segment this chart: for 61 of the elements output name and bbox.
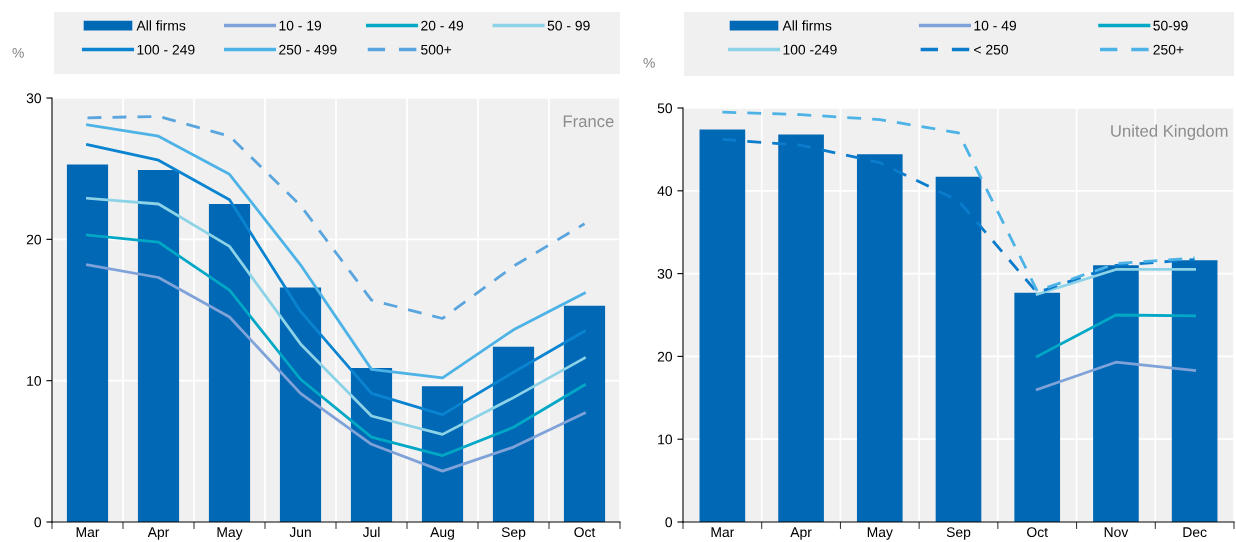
x-tick-label: Oct [1027,527,1048,538]
y-tick-label: 20 [26,234,42,245]
x-tick-label: May [217,527,243,540]
annotation: United Kingdom [1111,124,1228,141]
legend-label: 20 - 49 [421,20,464,31]
legend-label: 100 -249 [783,44,837,55]
bar [137,170,180,522]
bar [208,204,251,522]
line-series [86,233,586,457]
x-tick-label: Apr [790,527,812,540]
annotation: France [563,115,614,128]
x-tick-label: Mar [76,527,100,538]
bar [563,305,606,522]
bar [1171,260,1218,522]
line-series [86,263,586,473]
x-tick-label: Aug [430,527,454,540]
legend-label: 10 - 49 [974,20,1017,31]
legend-label: 100 - 249 [137,44,195,55]
legend-label: < 250 [974,44,1009,55]
legend-label: 50 - 99 [547,20,590,31]
line-series [720,138,1197,295]
legend-label: 500+ [421,44,452,55]
bar [492,346,535,522]
y-axis-title: % [12,47,24,58]
bar [778,134,824,522]
y-tick-label: 40 [657,186,673,196]
legend-label: 50-99 [1153,20,1188,31]
x-tick-label: Sep [946,527,971,540]
bar [1014,292,1061,522]
bar [699,129,746,522]
bar [856,154,903,522]
x-tick-label: May [867,527,893,540]
line-series [86,143,586,416]
y-tick-label: 10 [658,434,673,445]
y-tick-label: 20 [657,351,673,362]
x-tick-label: Apr [147,527,170,540]
y-tick-label: 0 [34,517,42,528]
legend-label: 250 - 499 [279,44,337,55]
x-tick-label: Oct [574,527,596,538]
y-tick-label: 30 [657,268,673,279]
y-tick-label: 10 [27,376,42,386]
line-series [86,196,586,436]
legend-label: 10 - 19 [279,20,322,31]
x-tick-label: Dec [1183,527,1207,538]
legend-label: All firms [782,20,832,31]
legend-label: 250+ [1153,44,1184,55]
x-tick-label: Mar [711,527,735,538]
bar [421,386,464,522]
bar [935,176,982,522]
bar [66,164,109,522]
x-tick-label: Jun [289,527,311,538]
y-tick-label: 50 [657,103,673,114]
x-tick-label: Nov [1104,527,1129,538]
bar [1093,265,1139,522]
y-tick-label: 0 [665,517,673,528]
legend-label: All firms [136,20,186,31]
x-tick-label: Jul [362,526,380,538]
bar [279,287,322,522]
x-tick-label: Sep [501,527,526,540]
y-tick-label: 30 [26,93,42,104]
y-axis-title: % [643,57,655,68]
